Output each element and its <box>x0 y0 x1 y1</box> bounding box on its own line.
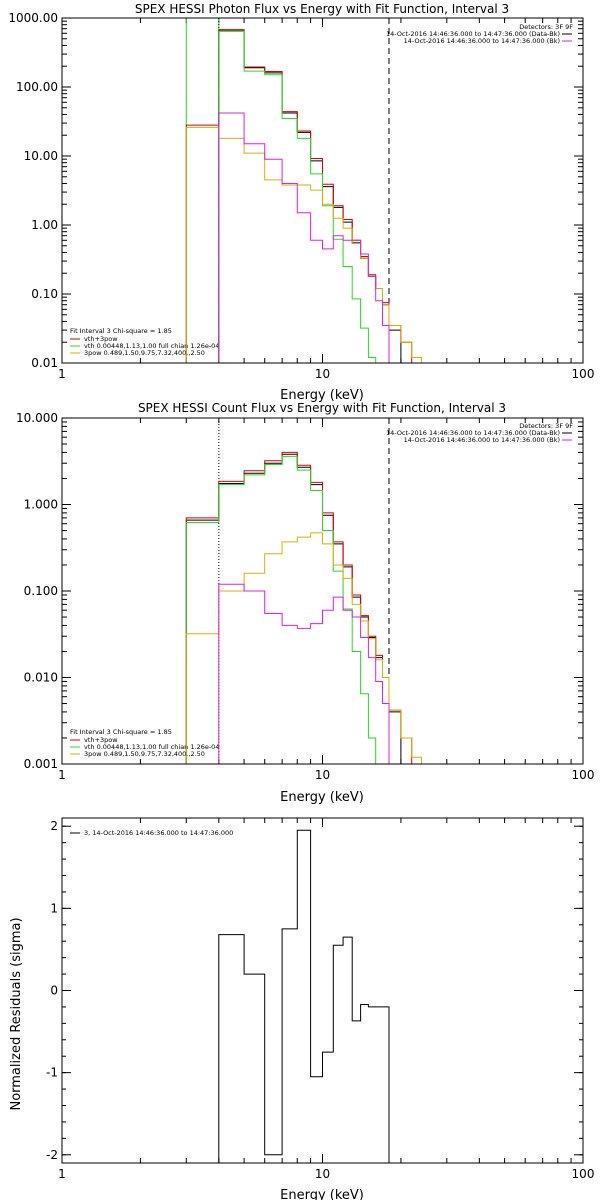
photon-flux-panel: SPEX HESSI Photon Flux vs Energy with Fi… <box>8 2 594 403</box>
count-flux-time-bk: 14-Oct-2016 14:46:36.000 to 14:47:36.000… <box>404 436 560 444</box>
residuals-xtick-label-2: 100 <box>572 1167 595 1181</box>
residuals-frame <box>61 817 584 1164</box>
residuals-ytick-label-1: -1 <box>46 1066 58 1080</box>
photon-flux-ytick-label-0: 0.01 <box>31 356 58 370</box>
residuals-xtick-label-0: 1 <box>58 1167 66 1181</box>
residuals-series-0 <box>218 829 390 1163</box>
count-flux-legend-label-0: vth+3pow <box>84 736 118 744</box>
residuals-ylabel: Normalized Residuals (sigma) <box>9 917 24 1110</box>
photon-flux-series-4 <box>218 112 390 363</box>
residuals-series <box>218 829 390 1163</box>
photon-flux-time-data: 14-Oct-2016 14:46:36.000 to 14:47:36.000… <box>386 30 560 38</box>
count-flux-legend-label-2: 3pow 0.489,1.50,9.75,7.32,400.,2.50 <box>84 750 205 758</box>
count-flux-legend: Fit Interval 3 Chi-square = 1.85 vth+3po… <box>70 728 219 758</box>
photon-flux-legend-label-1: vth 0.00448,1.13,1.00 full chian 1.26e-0… <box>84 342 219 350</box>
photon-flux-series-1 <box>185 29 413 363</box>
residuals-xtick-label-1: 10 <box>315 1167 330 1181</box>
residuals-legend-label: 3, 14-Oct-2016 14:46:36.000 to 14:47:36.… <box>84 829 233 837</box>
photon-flux-xtick-label-0: 1 <box>58 367 66 381</box>
count-flux-header: Detectors: 3F 9F 14-Oct-2016 14:46:36.00… <box>386 422 573 444</box>
photon-flux-ytick-label-4: 100.00 <box>16 80 58 94</box>
photon-flux-series <box>185 29 422 363</box>
count-flux-ytick-label-4: 10.000 <box>16 411 58 425</box>
residuals-ytick-label-0: -2 <box>46 1148 58 1162</box>
count-flux-ytick-label-0: 0.001 <box>24 757 58 771</box>
residuals-xlabel: Energy (keV) <box>280 1188 364 1200</box>
count-flux-time-data: 14-Oct-2016 14:46:36.000 to 14:47:36.000… <box>386 429 560 437</box>
residuals-ytick-label-2: 0 <box>50 984 58 998</box>
photon-flux-legend: Fit Interval 3 Chi-square = 1.85 vth+3po… <box>70 327 219 357</box>
photon-flux-ytick-label-1: 0.10 <box>31 287 58 301</box>
count-flux-title: SPEX HESSI Count Flux vs Energy with Fit… <box>138 401 506 415</box>
residuals-ytick-label-4: 2 <box>50 819 58 833</box>
photon-flux-xtick-label-2: 100 <box>572 367 595 381</box>
photon-flux-title: SPEX HESSI Photon Flux vs Energy with Fi… <box>135 2 509 16</box>
count-flux-series <box>185 451 422 764</box>
photon-flux-ytick-label-2: 1.00 <box>31 218 58 232</box>
photon-flux-legend-label-2: 3pow 0.489,1.50,9.75,7.32,400.,2.50 <box>84 349 205 357</box>
count-flux-xlabel: Energy (keV) <box>280 790 364 805</box>
count-flux-xtick-label-2: 100 <box>572 768 595 782</box>
count-flux-series-2 <box>185 455 377 764</box>
photon-flux-header: Detectors: 3F 9F 14-Oct-2016 14:46:36.00… <box>386 23 573 45</box>
photon-flux-xtick-label-1: 10 <box>315 367 330 381</box>
photon-flux-legend-label-0: vth+3pow <box>84 335 118 343</box>
photon-flux-detectors: Detectors: 3F 9F <box>519 23 573 31</box>
count-flux-frame <box>61 417 584 765</box>
count-flux-fit-info: Fit Interval 3 Chi-square = 1.85 <box>70 728 172 736</box>
count-flux-legend-label-1: vth 0.00448,1.13,1.00 full chian 1.26e-0… <box>84 743 219 751</box>
count-flux-ytick-label-2: 0.100 <box>24 584 58 598</box>
residuals-panel: Energy (keV) Normalized Residuals (sigma… <box>9 817 595 1200</box>
photon-flux-fit-info: Fit Interval 3 Chi-square = 1.85 <box>70 327 172 335</box>
residuals-legend: 3, 14-Oct-2016 14:46:36.000 to 14:47:36.… <box>70 829 233 837</box>
photon-flux-frame <box>61 17 584 364</box>
photon-flux-ytick-label-3: 10.00 <box>24 149 58 163</box>
count-flux-ticks: 1 10 100 0.001 0.010 0.100 1.000 10.000 <box>16 411 594 782</box>
photon-flux-ytick-label-5: 1000.00 <box>8 11 58 25</box>
count-flux-series-4 <box>218 583 390 764</box>
residuals-ytick-label-3: 1 <box>50 901 58 915</box>
count-flux-xtick-label-1: 10 <box>315 768 330 782</box>
photon-flux-time-bk: 14-Oct-2016 14:46:36.000 to 14:47:36.000… <box>404 37 560 45</box>
count-flux-panel: SPEX HESSI Count Flux vs Energy with Fit… <box>16 401 594 805</box>
count-flux-ytick-label-3: 1.000 <box>24 498 58 512</box>
count-flux-detectors: Detectors: 3F 9F <box>519 422 573 430</box>
count-flux-ytick-label-1: 0.010 <box>24 671 58 685</box>
photon-flux-xlabel: Energy (keV) <box>280 388 364 403</box>
count-flux-xtick-label-0: 1 <box>58 768 66 782</box>
